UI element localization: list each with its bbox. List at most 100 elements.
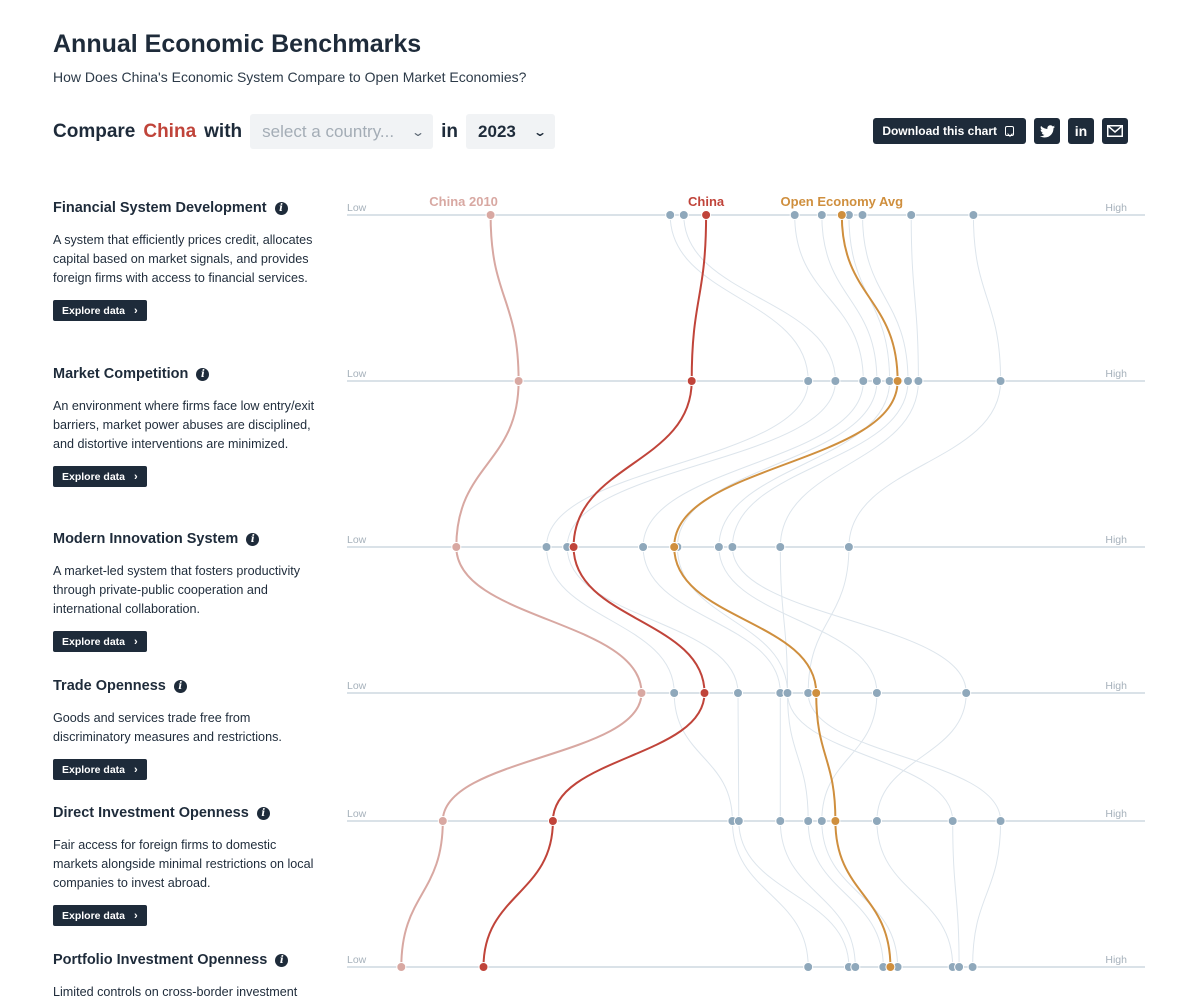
category-title: Financial System Development i — [53, 199, 318, 217]
category-title-text: Modern Innovation System — [53, 531, 239, 547]
comparison-country-point — [775, 542, 786, 552]
category-trade-openness: Trade Openness i Goods and services trad… — [53, 677, 318, 780]
comparison-country-line — [545, 214, 809, 968]
comparison-country-point — [961, 688, 972, 698]
comparison-country-point — [871, 376, 882, 386]
explore-data-button[interactable]: Explore data › — [53, 905, 147, 926]
open-economy-avg-point — [669, 542, 680, 552]
chevron-down-icon: ⌄ — [411, 124, 426, 139]
china-2010-point — [396, 962, 407, 972]
open-economy-avg-point — [811, 688, 822, 698]
comparison-country-point — [816, 210, 827, 220]
comparison-country-line — [566, 214, 850, 968]
axis-low-label: Low — [347, 202, 367, 214]
explore-data-button[interactable]: Explore data › — [53, 631, 147, 652]
category-title-text: Portfolio Investment Openness — [53, 952, 268, 968]
chevron-right-icon: › — [134, 909, 138, 922]
comparison-country-point — [669, 688, 680, 698]
china-2010-series-label: China 2010 — [429, 194, 498, 209]
page-title: Annual Economic Benchmarks — [53, 30, 422, 58]
comparison-country-point — [906, 210, 917, 220]
linkedin-share-button[interactable]: in — [1068, 118, 1094, 144]
category-innovation-system: Modern Innovation System i A market-led … — [53, 530, 318, 652]
open-economy-avg-series-label: Open Economy Avg — [781, 194, 904, 209]
explore-data-button[interactable]: Explore data › — [53, 759, 147, 780]
category-title: Trade Openness i — [53, 677, 318, 695]
year-select[interactable]: 2023 ⌄ — [466, 114, 556, 149]
category-financial-system: Financial System Development i A system … — [53, 199, 318, 321]
axis-low-label: Low — [347, 954, 367, 966]
china-point — [686, 376, 697, 386]
comparison-country-point — [733, 688, 743, 698]
comparison-country-point — [665, 210, 676, 220]
category-title: Portfolio Investment Openness i — [53, 951, 318, 969]
china-2010-point — [513, 376, 524, 386]
axis-high-label: High — [1105, 954, 1127, 966]
comparison-country-point — [803, 962, 814, 972]
info-icon[interactable]: i — [173, 679, 187, 693]
chevron-down-icon: ⌄ — [532, 124, 548, 139]
comparison-country-point — [727, 542, 738, 552]
page-subtitle: How Does China's Economic System Compare… — [53, 69, 527, 85]
explore-data-label: Explore data — [62, 909, 126, 922]
comparison-country-point — [638, 542, 649, 552]
compare-prefix: Compare — [53, 120, 136, 142]
comparison-country-point — [954, 962, 965, 972]
category-title: Direct Investment Openness i — [53, 804, 318, 822]
open-economy-avg-line — [673, 214, 899, 968]
category-title-text: Direct Investment Openness — [53, 805, 249, 821]
download-chart-button[interactable]: Download this chart — [873, 118, 1026, 144]
year-select-value: 2023 — [478, 121, 516, 141]
china-series-label: China — [688, 194, 725, 209]
category-title-text: Financial System Development — [53, 200, 267, 216]
comparison-country-point — [995, 816, 1006, 826]
open-economy-avg-point — [885, 962, 896, 972]
email-share-button[interactable] — [1102, 118, 1128, 144]
explore-data-button[interactable]: Explore data › — [53, 300, 147, 321]
axis-low-label: Low — [347, 534, 367, 546]
info-icon[interactable]: i — [246, 532, 260, 546]
comparison-country-point — [968, 210, 979, 220]
download-chart-label: Download this chart — [882, 124, 997, 138]
axis-high-label: High — [1105, 368, 1127, 380]
comparison-country-point — [913, 376, 924, 386]
china-point — [547, 816, 558, 826]
comparison-country-point — [775, 816, 786, 826]
comparison-country-point — [858, 376, 869, 386]
highlight-country: China — [143, 120, 197, 142]
category-market-competition: Market Competition i An environment wher… — [53, 365, 318, 487]
compare-bar: Compare China with select a country... ⌄… — [53, 114, 556, 149]
comparison-country-point — [850, 962, 861, 972]
comparison-country-point — [967, 962, 978, 972]
linkedin-icon: in — [1074, 123, 1088, 139]
china-point — [568, 542, 579, 552]
china-2010-point — [437, 816, 448, 826]
comparison-country-point — [789, 210, 800, 220]
comparison-country-line — [676, 214, 884, 968]
comparison-country-point — [733, 816, 744, 826]
comparison-country-point — [857, 210, 868, 220]
country-select[interactable]: select a country... ⌄ — [250, 114, 434, 149]
twitter-share-button[interactable] — [1034, 118, 1060, 144]
comparison-country-point — [713, 542, 724, 552]
info-icon[interactable]: i — [274, 201, 288, 215]
info-icon[interactable]: i — [275, 953, 289, 967]
explore-data-button[interactable]: Explore data › — [53, 466, 147, 487]
comparison-country-point — [803, 816, 814, 826]
comparison-country-point — [830, 376, 841, 386]
comparison-country-point — [995, 376, 1006, 386]
download-icon — [1005, 126, 1014, 136]
info-icon[interactable]: i — [256, 806, 270, 820]
category-title-text: Market Competition — [53, 366, 189, 382]
email-icon — [1107, 125, 1123, 137]
category-description: Limited controls on cross-border investm… — [53, 985, 298, 999]
comparison-country-line — [718, 214, 899, 968]
explore-data-label: Explore data — [62, 635, 126, 648]
category-title-text: Trade Openness — [53, 678, 166, 694]
china-2010-point — [636, 688, 647, 698]
share-toolbar: Download this chart in — [873, 118, 1128, 144]
with-text: with — [204, 120, 243, 142]
info-icon[interactable]: i — [196, 367, 210, 381]
category-description: Fair access for foreign firms to domesti… — [53, 838, 314, 890]
